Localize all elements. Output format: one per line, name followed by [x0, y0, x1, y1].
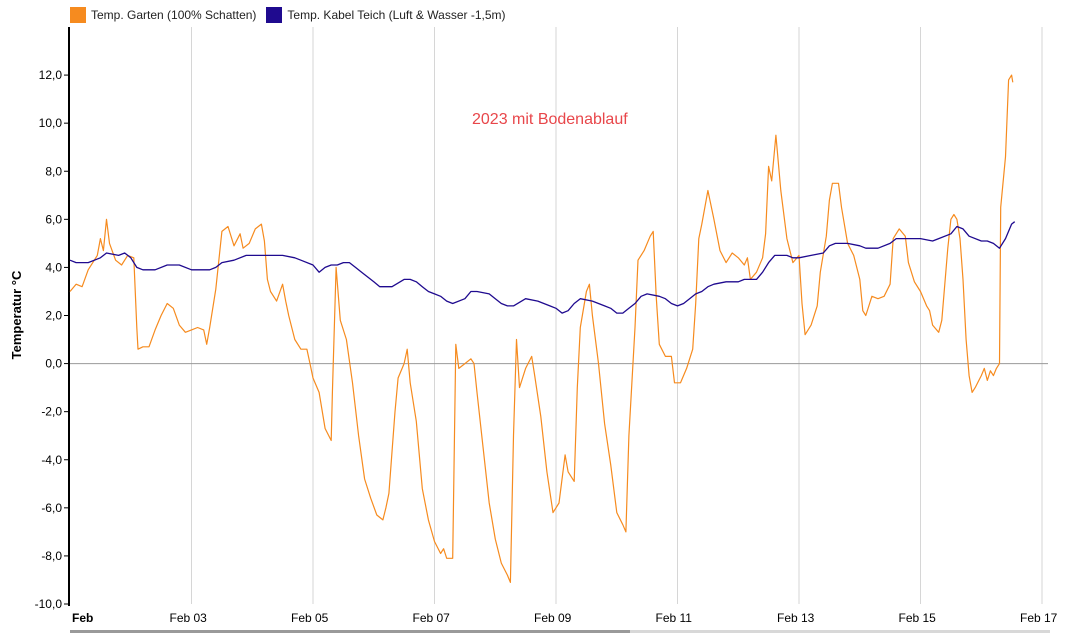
y-tick-label: 10,0 — [39, 116, 63, 130]
x-tick-label: Feb 11 — [656, 611, 693, 625]
x-tick-label: Feb 03 — [170, 611, 208, 625]
y-tick-label: 12,0 — [39, 68, 63, 82]
y-tick-label: 8,0 — [45, 164, 62, 178]
legend-label-kabel-teich: Temp. Kabel Teich (Luft & Wasser -1,5m) — [287, 8, 506, 22]
x-tick-label: Feb 13 — [777, 611, 815, 625]
time-scrollbar-thumb[interactable] — [70, 630, 630, 633]
y-tick-label: 4,0 — [45, 260, 62, 274]
x-tick-label: Feb 17 — [1020, 611, 1058, 625]
legend-item-garten[interactable]: Temp. Garten (100% Schatten) — [70, 7, 256, 23]
x-axis-ticks: Feb Feb 03 Feb 05 Feb 07 Feb 09 Feb 11 Feb 13 F… — [72, 611, 1058, 625]
series-line-garten[interactable] — [69, 74, 1014, 584]
gridlines — [191, 27, 1043, 604]
legend-label-garten: Temp. Garten (100% Schatten) — [91, 8, 257, 22]
y-tick-label: 0,0 — [45, 357, 62, 371]
y-tick-label: -4,0 — [41, 453, 62, 467]
y-axis-ticks: -10,0 -8,0 -6,0 -4,0 -2,0 0,0 2,0 4,0 6,0 8,0 10,0… — [35, 68, 70, 611]
chart-annotation: 2023 mit Bodenablauf — [472, 111, 628, 128]
y-tick-label: 6,0 — [45, 212, 62, 226]
y-tick-label: -6,0 — [41, 501, 62, 515]
legend-item-kabel-teich[interactable]: Temp. Kabel Teich (Luft & Wasser -1,5m) — [266, 7, 506, 23]
y-tick-label: -2,0 — [41, 405, 62, 419]
x-tick-label: Feb 07 — [413, 611, 451, 625]
x-tick-label: Feb 15 — [899, 611, 937, 625]
x-tick-label: Feb 05 — [291, 611, 329, 625]
y-axis-label: Temperatur °C — [9, 270, 24, 359]
x-tick-label: Feb — [72, 611, 93, 625]
y-tick-label: -10,0 — [35, 597, 63, 611]
legend-swatch-garten — [70, 7, 86, 23]
time-scrollbar[interactable] — [70, 630, 1050, 633]
series-layer — [69, 74, 1016, 584]
y-tick-label: -8,0 — [41, 549, 62, 563]
series-line-kabel-teich[interactable] — [69, 221, 1016, 314]
y-tick-label: 2,0 — [45, 309, 62, 323]
legend-swatch-kabel-teich — [266, 7, 283, 23]
x-tick-label: Feb 09 — [534, 611, 572, 625]
legend: Temp. Garten (100% Schatten) Temp. Kabel… — [70, 6, 506, 24]
